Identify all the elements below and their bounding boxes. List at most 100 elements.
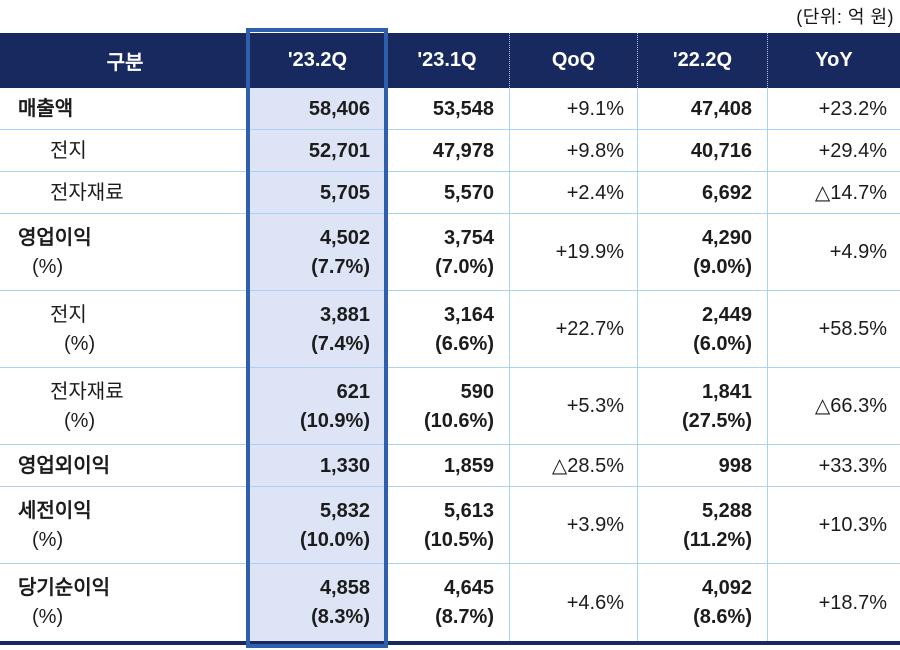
value-23-2q-pct: (7.4%) <box>311 332 370 355</box>
value-yoy: +29.4% <box>818 139 887 162</box>
cell-yoy: +33.3% <box>768 445 900 486</box>
value-23-2q: 5,705 <box>319 181 370 204</box>
cell-qoq: △28.5% <box>510 445 638 486</box>
value-23-1q-pct: (7.0%) <box>435 255 494 278</box>
row-label: 세전이익 <box>18 499 92 522</box>
row-label-pct: (%) <box>64 332 96 355</box>
table-row: 전자재료 (%) 621 (10.9%) 590 (10.6%) +5.3% 1… <box>0 368 900 445</box>
value-22-2q: 6,692 <box>701 181 752 204</box>
cell-23-2q: 3,881 (7.4%) <box>250 291 385 367</box>
value-qoq: +5.3% <box>566 395 624 417</box>
value-yoy: +4.9% <box>829 241 887 263</box>
value-23-1q-pct: (8.7%) <box>435 606 494 628</box>
cell-22-2q: 1,841 (27.5%) <box>638 368 768 444</box>
value-yoy: +33.3% <box>818 454 887 477</box>
cell-23-1q: 47,978 <box>385 130 510 171</box>
value-22-2q-pct: (11.2%) <box>683 528 752 551</box>
value-23-2q: 1,330 <box>319 454 370 477</box>
row-label-cell: 매출액 <box>0 88 250 129</box>
cell-yoy: +58.5% <box>768 291 900 367</box>
cell-qoq: +22.7% <box>510 291 638 367</box>
value-22-2q: 5,288 <box>701 499 752 522</box>
cell-23-1q: 4,645 (8.7%) <box>385 564 510 641</box>
cell-qoq: +9.8% <box>510 130 638 171</box>
cell-yoy: +10.3% <box>768 487 900 563</box>
row-label-cell: 세전이익 (%) <box>0 487 250 563</box>
value-23-1q-pct: (10.6%) <box>423 409 494 432</box>
row-label-pct: (%) <box>64 409 96 432</box>
row-label-cell: 전자재료 (%) <box>0 368 250 444</box>
value-yoy: +23.2% <box>818 97 887 120</box>
value-22-2q-pct: (6.0%) <box>693 332 752 355</box>
cell-23-1q: 3,164 (6.6%) <box>385 291 510 367</box>
cell-qoq: +19.9% <box>510 214 638 290</box>
value-23-1q: 53,548 <box>432 97 494 120</box>
value-23-1q-pct: (10.5%) <box>423 528 494 551</box>
value-23-1q: 590 <box>460 380 494 403</box>
cell-23-2q: 5,832 (10.0%) <box>250 487 385 563</box>
value-qoq: +2.4% <box>566 181 624 204</box>
value-qoq: +22.7% <box>555 318 624 340</box>
quarterly-results-table: 구분 '23.2Q '23.1Q QoQ '22.2Q YoY 매출액 58,4… <box>0 28 900 648</box>
value-22-2q-pct: (8.6%) <box>693 606 752 628</box>
header-category: 구분 <box>106 52 144 74</box>
value-23-1q: 3,754 <box>443 226 494 249</box>
value-qoq: +19.9% <box>555 241 624 263</box>
table-row: 영업외이익 1,330 1,859 △28.5% 998 +33.3% <box>0 445 900 487</box>
row-label-pct: (%) <box>32 255 64 278</box>
cell-22-2q: 2,449 (6.0%) <box>638 291 768 367</box>
value-23-2q: 58,406 <box>308 97 370 120</box>
cell-22-2q: 4,092 (8.6%) <box>638 564 768 641</box>
table-row: 전지 52,701 47,978 +9.8% 40,716 +29.4% <box>0 130 900 172</box>
value-yoy: +10.3% <box>818 514 887 536</box>
header-23-2q: '23.2Q <box>287 49 348 71</box>
cell-22-2q: 47,408 <box>638 88 768 129</box>
header-22-2q: '22.2Q <box>638 33 768 88</box>
cell-23-1q: 1,859 <box>385 445 510 486</box>
cell-23-2q: 58,406 <box>250 88 385 129</box>
cell-yoy: △14.7% <box>768 172 900 213</box>
value-22-2q-pct: (9.0%) <box>693 255 752 278</box>
cell-22-2q: 5,288 (11.2%) <box>638 487 768 563</box>
value-23-2q: 621 <box>336 380 370 403</box>
row-label-cell: 영업외이익 <box>0 445 250 486</box>
value-yoy: +18.7% <box>818 591 887 614</box>
value-22-2q: 1,841 <box>701 380 752 403</box>
row-label: 영업외이익 <box>18 454 110 477</box>
table-row: 세전이익 (%) 5,832 (10.0%) 5,613 (10.5%) +3.… <box>0 487 900 564</box>
value-22-2q-pct: (27.5%) <box>681 409 752 432</box>
table-row: 매출액 58,406 53,548 +9.1% 47,408 +23.2% <box>0 88 900 130</box>
value-qoq: +4.6% <box>566 591 624 614</box>
cell-yoy: +4.9% <box>768 214 900 290</box>
value-23-2q-pct: (10.9%) <box>299 409 370 432</box>
table-header-row: 구분 '23.2Q '23.1Q QoQ '22.2Q YoY <box>0 33 900 88</box>
cell-yoy: +18.7% <box>768 564 900 641</box>
cell-23-1q: 53,548 <box>385 88 510 129</box>
row-label-cell: 전지 (%) <box>0 291 250 367</box>
value-23-2q: 4,858 <box>319 577 370 599</box>
cell-23-2q: 621 (10.9%) <box>250 368 385 444</box>
cell-23-1q: 3,754 (7.0%) <box>385 214 510 290</box>
row-label-pct: (%) <box>32 606 64 628</box>
row-label-cell: 전지 <box>0 130 250 171</box>
row-label: 영업이익 <box>18 226 92 249</box>
row-label: 전자재료 <box>50 380 124 403</box>
cell-qoq: +5.3% <box>510 368 638 444</box>
value-qoq: △28.5% <box>551 454 624 477</box>
cell-qoq: +9.1% <box>510 88 638 129</box>
cell-22-2q: 40,716 <box>638 130 768 171</box>
cell-22-2q: 4,290 (9.0%) <box>638 214 768 290</box>
value-23-2q-pct: (7.7%) <box>311 255 370 278</box>
value-23-2q-pct: (8.3%) <box>311 606 370 628</box>
cell-qoq: +3.9% <box>510 487 638 563</box>
value-22-2q: 47,408 <box>690 97 752 120</box>
unit-label: (단위: 억 원) <box>796 7 894 27</box>
value-yoy: +58.5% <box>818 318 887 340</box>
cell-23-1q: 5,613 (10.5%) <box>385 487 510 563</box>
value-22-2q: 4,092 <box>701 577 752 599</box>
cell-23-2q: 1,330 <box>250 445 385 486</box>
cell-yoy: +29.4% <box>768 130 900 171</box>
value-qoq: +3.9% <box>566 514 624 536</box>
row-label: 매출액 <box>18 97 74 120</box>
table-body: 매출액 58,406 53,548 +9.1% 47,408 +23.2% 전지… <box>0 88 900 641</box>
